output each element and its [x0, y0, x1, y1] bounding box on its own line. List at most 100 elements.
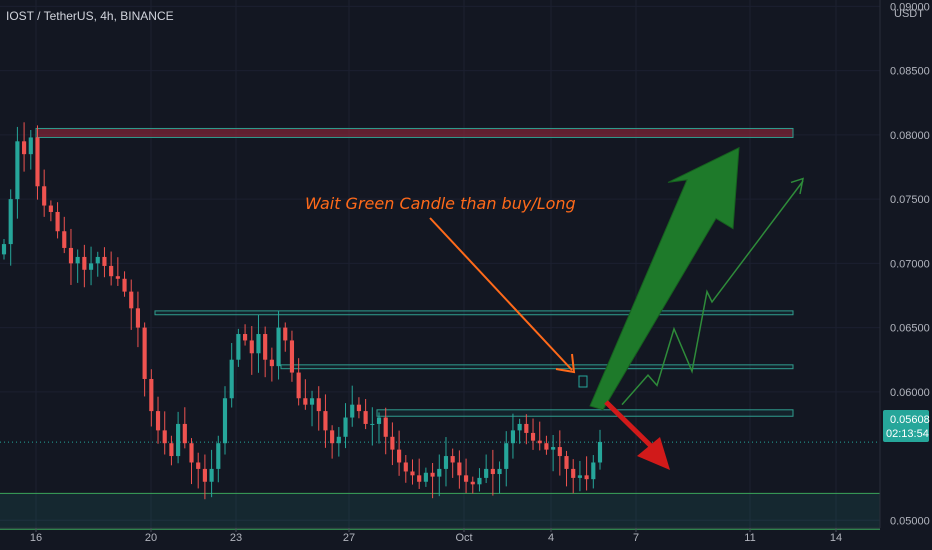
candle-up [423, 472, 428, 482]
candle-up [551, 447, 556, 450]
candle-up [497, 468, 502, 475]
currency-label: USDT [894, 8, 924, 20]
candle-down [263, 334, 268, 360]
chart-title: IOST / TetherUS, 4h, BINANCE [6, 9, 174, 23]
annotation-text: Wait Green Candle than buy/Long [305, 194, 576, 213]
candle-up [176, 423, 181, 457]
bullish-arrow[interactable] [589, 146, 740, 411]
price-tick-label: 0.08500 [890, 66, 930, 78]
projection-path[interactable] [621, 180, 804, 406]
candle-up [591, 462, 596, 480]
candle-down [544, 443, 549, 450]
candle-down [363, 411, 368, 424]
price-axis[interactable]: USDT 0.09000 0.08500 0.08000 0.07500 0.07000… [879, 0, 930, 528]
candle-down [182, 423, 187, 444]
candle-down [430, 472, 435, 477]
candle-down [323, 411, 328, 431]
candle-down [417, 475, 422, 482]
candle-down [410, 471, 415, 476]
candle-down [296, 372, 301, 399]
candle-down [283, 327, 288, 341]
candle-up [484, 468, 489, 478]
price-tick-label: 0.05000 [890, 515, 930, 527]
time-tick-label: 11 [744, 532, 755, 544]
candle-up [370, 423, 375, 425]
candle-down [397, 449, 402, 463]
candle-up [510, 430, 516, 444]
entry-box[interactable] [578, 375, 588, 388]
candle-up [577, 475, 582, 478]
candle-up [15, 141, 20, 200]
resistance-zone[interactable] [154, 310, 794, 316]
candle-down [524, 423, 529, 433]
candle-up [597, 441, 603, 463]
price-tick-label: 0.07500 [890, 194, 930, 206]
price-tick-label: 0.09000 [890, 1, 930, 13]
candle-down [450, 456, 455, 463]
support-zone[interactable] [0, 493, 880, 530]
candle-down [303, 398, 308, 405]
candle-up [222, 398, 228, 444]
time-tick-label: Oct [455, 532, 472, 544]
price-tick-label: 0.08000 [890, 130, 930, 142]
time-tick-label: 4 [548, 532, 554, 544]
price-zones[interactable] [0, 127, 880, 530]
candle-up [336, 436, 341, 444]
candle-down [289, 340, 295, 373]
candle-down [557, 447, 562, 457]
candle-down [155, 411, 161, 431]
candle-down [403, 462, 408, 472]
candle-down [109, 265, 114, 277]
candle-up [517, 423, 522, 431]
candle-down [463, 475, 469, 482]
candle-up [88, 263, 94, 270]
candle-down [243, 334, 248, 341]
candle-down [390, 436, 395, 450]
candle-up [1, 244, 7, 255]
time-tick-label: 20 [145, 532, 157, 544]
candle-down [135, 308, 141, 328]
drawings[interactable] [429, 146, 804, 470]
candle-down [115, 276, 120, 279]
candle-down [564, 456, 569, 469]
candle-down [142, 327, 147, 379]
candle-down [42, 186, 47, 206]
candle-up [209, 468, 214, 482]
candle-down [249, 340, 254, 354]
candle-down [530, 432, 536, 441]
candle-up [276, 327, 281, 367]
bearish-arrow-shaft[interactable] [604, 400, 656, 451]
resistance-zone[interactable] [35, 127, 794, 138]
candle-up [376, 417, 382, 424]
candle-up [437, 468, 442, 477]
candle-down [383, 417, 388, 437]
time-tick-label: 14 [830, 532, 842, 544]
projection-path-head [790, 177, 804, 195]
time-tick-label: 23 [230, 532, 242, 544]
candle-up [477, 477, 482, 485]
candle-down [490, 468, 495, 475]
candle-down [48, 205, 53, 212]
last-price: 0.05608 [890, 414, 930, 426]
candle-down [571, 468, 576, 478]
candle-down [316, 398, 321, 412]
candle-down [35, 137, 40, 187]
bearish-arrow-head[interactable] [637, 437, 670, 470]
candle-up [75, 256, 80, 264]
resistance-zone[interactable] [280, 364, 794, 370]
candle-down [82, 256, 87, 270]
candle-up [256, 334, 261, 354]
candle-up [343, 417, 348, 437]
price-tick-label: 0.06500 [890, 323, 930, 335]
price-tick-label: 0.06000 [890, 387, 930, 399]
candle-down [330, 430, 335, 444]
resistance-zone[interactable] [376, 409, 794, 417]
time-axis[interactable]: 16 20 23 27 Oct 4 7 11 14 [0, 527, 880, 544]
candle-up [8, 199, 13, 245]
candle-down [55, 211, 60, 232]
candle-down [102, 256, 107, 266]
candle-down [68, 247, 74, 264]
candle-up [309, 398, 315, 405]
